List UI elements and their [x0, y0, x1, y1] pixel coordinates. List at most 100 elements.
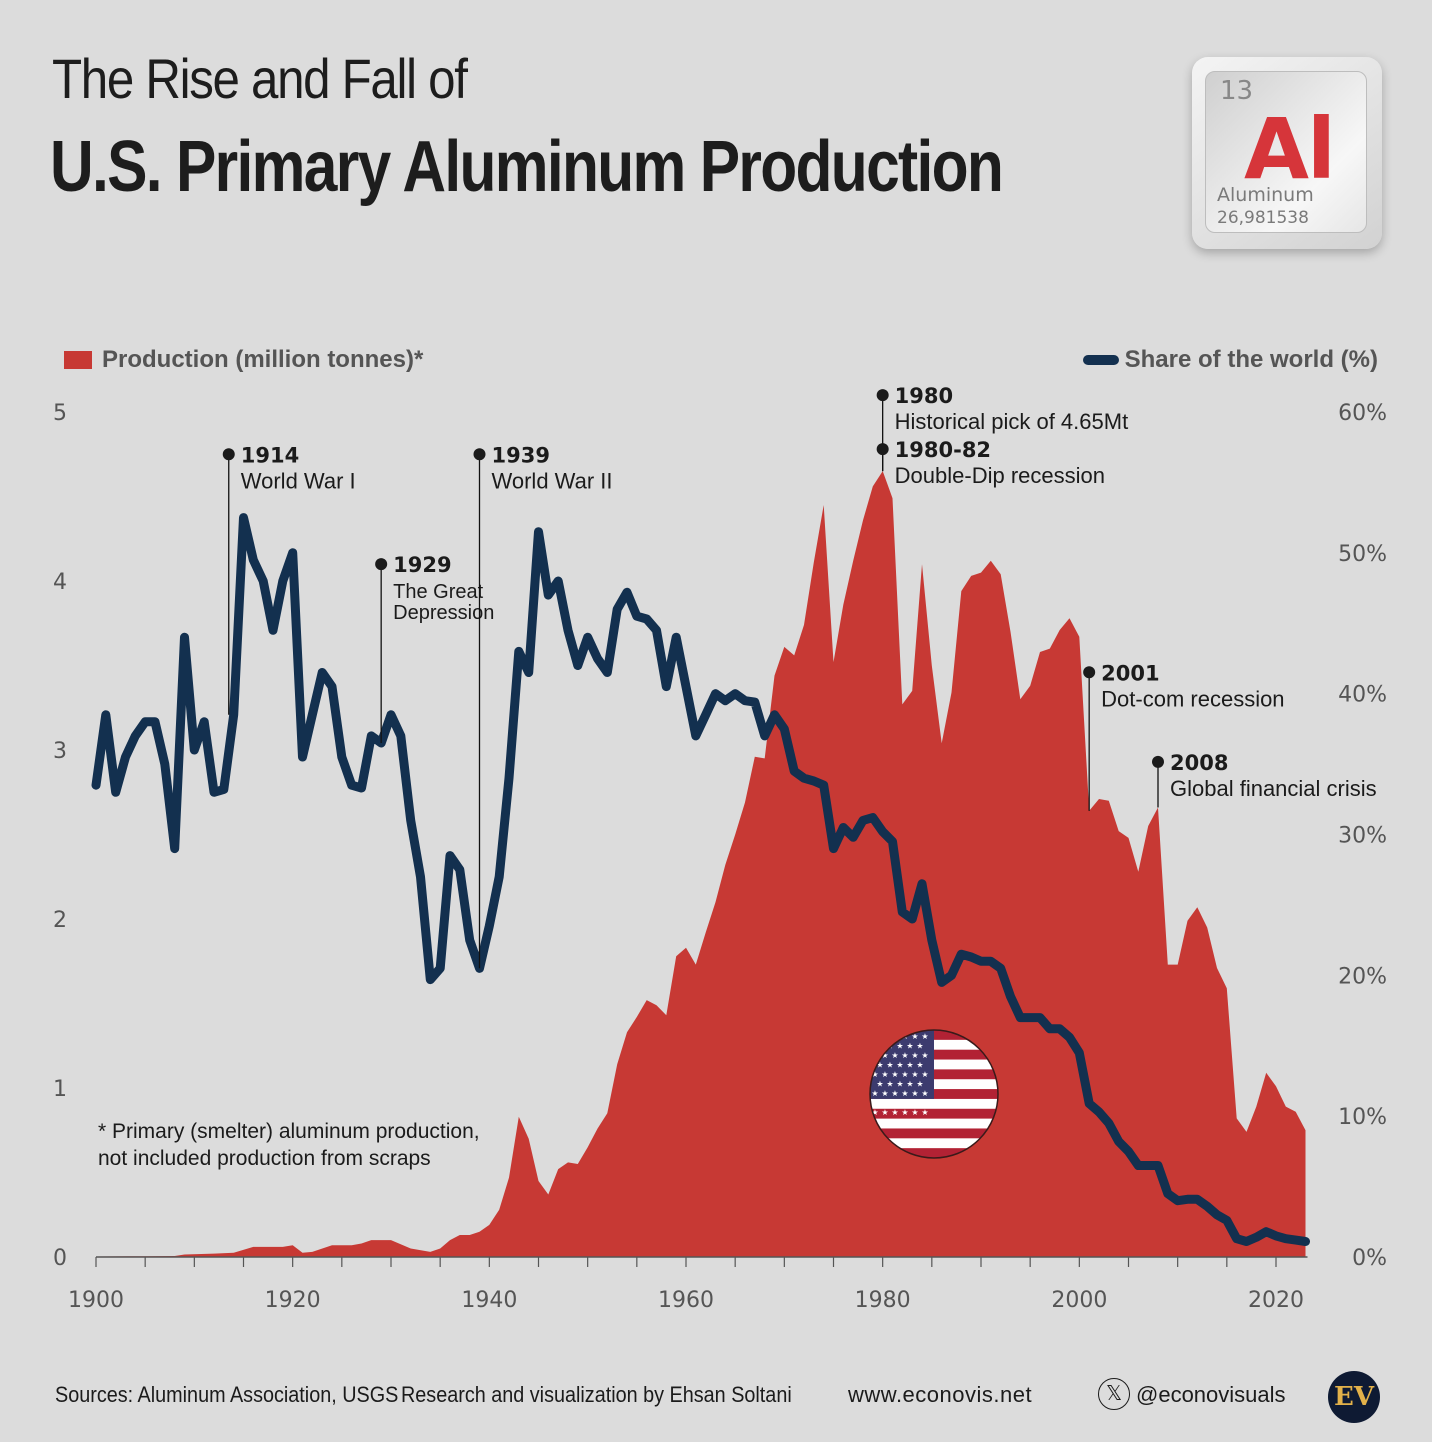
flag-star-icon: ★ — [896, 1099, 903, 1108]
flag-star-icon: ★ — [916, 1042, 923, 1051]
x-tick-label: 2000 — [1051, 1288, 1107, 1313]
annotation-year: 1929 — [393, 553, 451, 577]
flag-star-icon: ★ — [886, 1099, 893, 1108]
flag-star-icon: ★ — [906, 1099, 913, 1108]
legend-share: Share of the world (%) — [1082, 346, 1378, 374]
element-symbol: Al — [1244, 100, 1336, 198]
share-line-swatch-icon — [1082, 355, 1119, 365]
title-line-1: The Rise and Fall of — [52, 47, 468, 110]
y-left-tick-label: 5 — [53, 401, 67, 426]
annotation-dot-icon — [473, 448, 486, 461]
legend-production: Production (million tonnes)* — [64, 346, 423, 374]
flag-star-icon: ★ — [906, 1061, 913, 1070]
x-tick-label: 1940 — [461, 1288, 517, 1313]
annotation-text: World War I — [241, 468, 356, 493]
atomic-number: 13 — [1220, 76, 1254, 106]
flag-star-icon: ★ — [911, 1051, 918, 1060]
flag-star-icon: ★ — [871, 1108, 878, 1117]
flag-star-icon: ★ — [901, 1108, 908, 1117]
x-tick-label: 1900 — [68, 1288, 124, 1313]
flag-star-icon: ★ — [911, 1089, 918, 1098]
flag-star-icon: ★ — [921, 1108, 928, 1117]
flag-star-icon: ★ — [891, 1108, 898, 1117]
flag-star-icon: ★ — [906, 1080, 913, 1089]
flag-star-icon: ★ — [921, 1051, 928, 1060]
y-left-tick-label: 2 — [53, 908, 67, 933]
flag-star-icon: ★ — [911, 1032, 918, 1041]
annotation-year: 2008 — [1170, 751, 1228, 775]
flag-star-icon: ★ — [906, 1042, 913, 1051]
legend-production-label: Production (million tonnes)* — [102, 346, 424, 373]
y-right-tick-label: 60% — [1338, 401, 1387, 426]
x-tick-label: 1920 — [265, 1288, 321, 1313]
production-swatch-icon — [64, 351, 92, 369]
y-left-tick-label: 4 — [53, 570, 67, 595]
annotation-text: World War II — [492, 468, 613, 493]
flag-star-icon: ★ — [896, 1080, 903, 1089]
annotation-text: Double-Dip recession — [895, 463, 1105, 488]
flag-star-icon: ★ — [911, 1070, 918, 1079]
annotation-dot-icon — [1083, 666, 1096, 679]
annotation-dot-icon — [876, 443, 889, 456]
flag-star-icon: ★ — [881, 1089, 888, 1098]
share-line — [91, 513, 1310, 1246]
flag-star-icon: ★ — [891, 1051, 898, 1060]
y-right-tick-label: 10% — [1338, 1105, 1387, 1130]
social-handle-link[interactable]: @econovisuals — [1136, 1382, 1286, 1407]
y-left-tick-label: 3 — [53, 739, 67, 764]
annotation-year: 1980-82 — [895, 438, 991, 462]
production-area-layer — [96, 471, 1306, 1258]
annotation-dot-icon — [222, 448, 235, 461]
annotation-text: Historical pick of 4.65Mt — [895, 409, 1129, 434]
annotation-dot-icon — [375, 558, 388, 571]
atomic-mass: 26,981538 — [1217, 208, 1309, 228]
flag-star-icon: ★ — [871, 1089, 878, 1098]
flag-star-icon: ★ — [876, 1061, 883, 1070]
flag-star-icon: ★ — [916, 1080, 923, 1089]
flag-stripe — [870, 1108, 998, 1120]
flag-star-icon: ★ — [911, 1108, 918, 1117]
flag-star-icon: ★ — [896, 1061, 903, 1070]
annotation-year: 1939 — [492, 443, 550, 467]
flag-star-icon: ★ — [901, 1089, 908, 1098]
flag-stripe — [870, 1118, 998, 1129]
flag-star-icon: ★ — [901, 1070, 908, 1079]
website-link[interactable]: www.econovis.net — [848, 1382, 1033, 1407]
x-tick-label: 2020 — [1248, 1288, 1304, 1313]
flag-star-icon: ★ — [881, 1051, 888, 1060]
legend-share-label: Share of the world (%) — [1124, 346, 1378, 373]
annotation-text: The Great — [393, 581, 483, 603]
x-logo-icon: 𝕏 — [1098, 1378, 1130, 1410]
flag-star-icon: ★ — [916, 1061, 923, 1070]
element-name: Aluminum — [1217, 184, 1314, 206]
flag-star-icon: ★ — [886, 1061, 893, 1070]
periodic-element-tile: 13 Al Aluminum 26,981538 — [1192, 57, 1382, 249]
us-flag-icon: ★ ★★ ★ ★★ ★ ★ ★ ★★ ★ ★ ★ ★★ ★ ★ ★ ★ ★★ ★ ★ ★ ★★ ★ ★ ★ ★ ★★ ★ ★ ★ ★★ ★ ★… — [869, 1029, 999, 1159]
share-line-layer — [91, 513, 1310, 1246]
flag-star-icon: ★ — [921, 1070, 928, 1079]
footnote: * Primary (smelter) aluminum production,… — [98, 1118, 480, 1172]
y-left-tick-label: 1 — [53, 1077, 67, 1102]
footer: Sources: Aluminum Association, USGS Rese… — [0, 1376, 1432, 1416]
flag-star-icon: ★ — [921, 1032, 928, 1041]
flag-star-icon: ★ — [876, 1099, 883, 1108]
annotation-text: Depression — [393, 602, 494, 624]
flag-star-icon: ★ — [896, 1042, 903, 1051]
y-right-tick-label: 30% — [1338, 824, 1387, 849]
flag-star-icon: ★ — [871, 1070, 878, 1079]
flag-star-icon: ★ — [886, 1080, 893, 1089]
y-left-tick-label: 0 — [53, 1246, 67, 1271]
flag-star-icon: ★ — [881, 1108, 888, 1117]
annotation-dot-icon — [1152, 755, 1164, 768]
flag-star-icon: ★ — [891, 1089, 898, 1098]
credit-text: Research and visualization by Ehsan Solt… — [401, 1382, 792, 1407]
y-right-tick-label: 50% — [1338, 542, 1387, 567]
flag-star-icon: ★ — [876, 1080, 883, 1089]
